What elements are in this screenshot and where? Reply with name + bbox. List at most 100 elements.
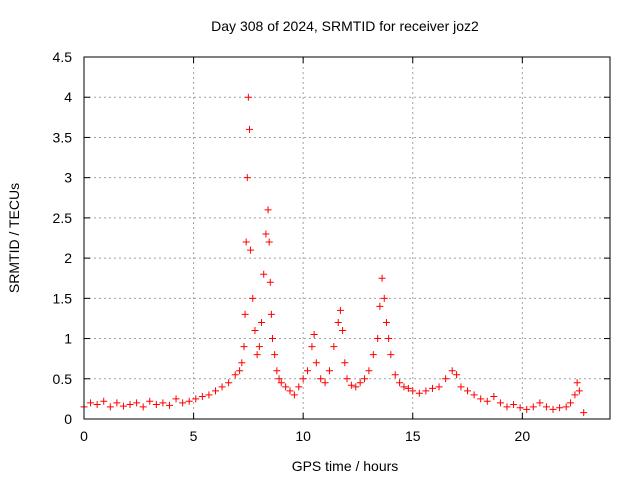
data-point <box>365 367 373 375</box>
data-point <box>573 379 581 387</box>
plot-frame <box>83 56 611 420</box>
data-point <box>380 294 388 302</box>
data-point <box>428 384 436 392</box>
data-point <box>549 405 557 413</box>
data-point <box>464 387 472 395</box>
data-point <box>369 351 377 359</box>
data-point <box>556 404 564 412</box>
data-point <box>264 206 272 214</box>
data-point <box>490 392 498 400</box>
y-tick-label: 0.5 <box>53 371 73 387</box>
data-point <box>341 359 349 367</box>
data-point <box>334 318 342 326</box>
data-point <box>529 403 537 411</box>
data-point <box>93 401 101 409</box>
data-point <box>87 399 95 407</box>
data-point <box>415 389 423 397</box>
data-point <box>356 379 364 387</box>
data-point <box>133 399 141 407</box>
data-point <box>106 403 114 411</box>
data-point <box>396 379 404 387</box>
data-point <box>580 409 588 417</box>
data-point <box>277 379 285 387</box>
data-point <box>361 375 369 383</box>
data-point <box>152 401 160 409</box>
data-point <box>243 174 251 182</box>
data-point <box>542 403 550 411</box>
data-point <box>536 399 544 407</box>
y-tick-label: 1 <box>64 331 72 347</box>
y-axis-label: SRMTID / TECUs <box>6 183 22 293</box>
data-point <box>330 343 338 351</box>
data-point <box>523 405 531 413</box>
chart-title: Day 308 of 2024, SRMTID for receiver joz… <box>211 18 479 34</box>
y-tick-label: 3 <box>64 170 72 186</box>
data-point <box>376 302 384 310</box>
data-point <box>255 343 263 351</box>
data-point <box>299 375 307 383</box>
data-point <box>267 310 275 318</box>
data-point <box>503 403 511 411</box>
data-point <box>126 401 134 409</box>
data-point <box>251 327 259 335</box>
data-point <box>387 351 395 359</box>
y-tick-label: 2 <box>64 250 72 266</box>
data-point <box>172 395 180 403</box>
data-point <box>321 379 329 387</box>
data-point <box>304 367 312 375</box>
data-point <box>312 359 320 367</box>
data-point <box>205 391 213 399</box>
data-point <box>435 383 443 391</box>
data-point <box>308 343 316 351</box>
data-point <box>571 391 579 399</box>
data-point <box>192 395 200 403</box>
data-point <box>496 399 504 407</box>
data-point <box>286 387 294 395</box>
data-point <box>165 401 173 409</box>
grid-lines <box>84 57 610 419</box>
data-point <box>262 230 270 238</box>
data-point <box>265 238 273 246</box>
data-point <box>422 387 430 395</box>
data-point <box>231 371 239 379</box>
x-tick-label: 10 <box>295 428 311 444</box>
data-point <box>242 238 250 246</box>
data-point <box>240 343 248 351</box>
data-point <box>477 395 485 403</box>
data-point <box>212 387 219 395</box>
x-tick-label: 5 <box>190 428 198 444</box>
axis-ticks: 0 0.5 1 1.5 2 2.5 3 3.5 4 4.5 0 5 10 15 20 <box>53 49 610 444</box>
data-point <box>258 318 266 326</box>
data-point <box>442 375 450 383</box>
data-point <box>244 93 252 101</box>
data-point <box>391 371 399 379</box>
data-point <box>100 397 108 405</box>
x-tick-label: 15 <box>405 428 421 444</box>
data-point <box>400 383 408 391</box>
data-point <box>404 384 412 392</box>
data-points <box>80 93 588 417</box>
data-point <box>179 399 187 407</box>
data-point <box>470 391 478 399</box>
data-point <box>310 331 318 339</box>
data-point <box>347 381 355 389</box>
data-point <box>260 270 268 278</box>
data-point <box>453 371 461 379</box>
data-point <box>247 246 255 254</box>
data-point <box>139 403 147 411</box>
data-point <box>448 367 456 375</box>
data-point <box>562 403 570 411</box>
data-point <box>282 383 290 391</box>
data-point <box>238 359 246 367</box>
data-point <box>567 399 575 407</box>
data-point <box>510 401 518 409</box>
data-point <box>225 379 233 387</box>
data-point <box>516 404 524 412</box>
data-point <box>249 294 257 302</box>
data-point <box>271 351 279 359</box>
data-point <box>273 367 281 375</box>
data-point <box>409 387 417 395</box>
x-axis-label: GPS time / hours <box>292 458 399 474</box>
data-point <box>382 318 390 326</box>
